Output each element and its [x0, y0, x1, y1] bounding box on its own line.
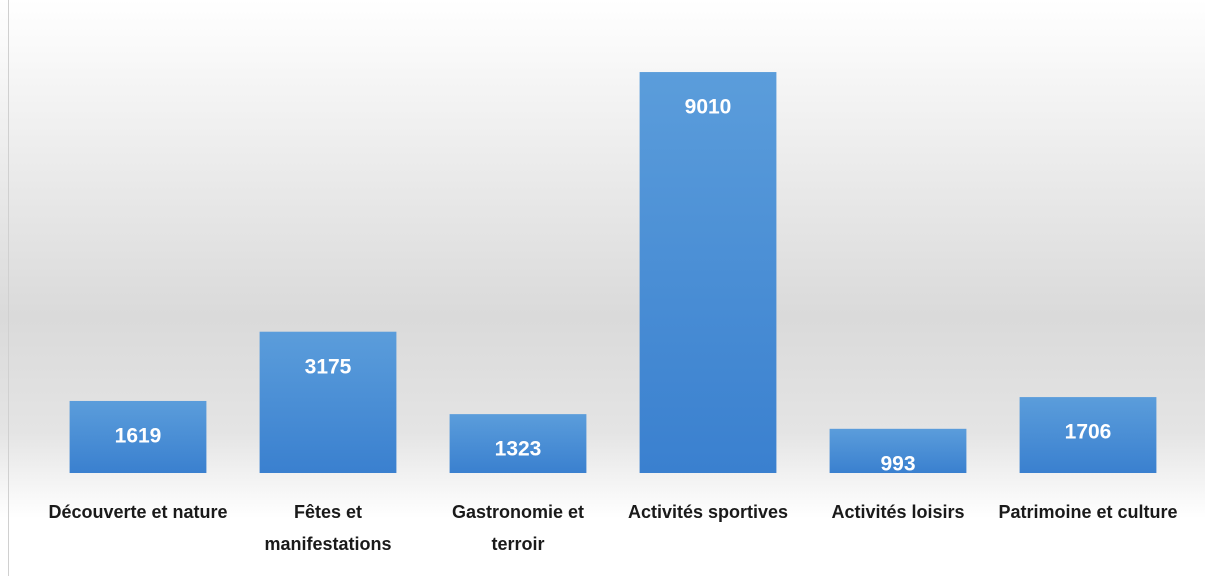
value-label: 993 — [880, 452, 915, 475]
x-tick-label: Découverte et nature — [48, 502, 228, 522]
x-tick-label: Gastronomie et terroir — [451, 502, 585, 554]
bar — [1019, 397, 1157, 473]
bar — [639, 72, 777, 474]
value-label: 1323 — [495, 438, 542, 461]
x-tick-label: Activités sportives — [627, 502, 789, 522]
value-label: 9010 — [685, 96, 732, 119]
bar — [259, 331, 397, 473]
value-label: 3175 — [305, 355, 352, 378]
x-tick-label: Patrimoine et culture — [998, 502, 1178, 522]
x-tick-label: Activités loisirs — [831, 502, 965, 522]
value-label: 1706 — [1065, 421, 1112, 444]
bar — [829, 428, 967, 473]
bar — [449, 414, 587, 473]
bar — [69, 400, 207, 473]
x-tick-label: Fêtes et manifestations — [264, 502, 392, 554]
value-label: 1619 — [115, 425, 162, 448]
